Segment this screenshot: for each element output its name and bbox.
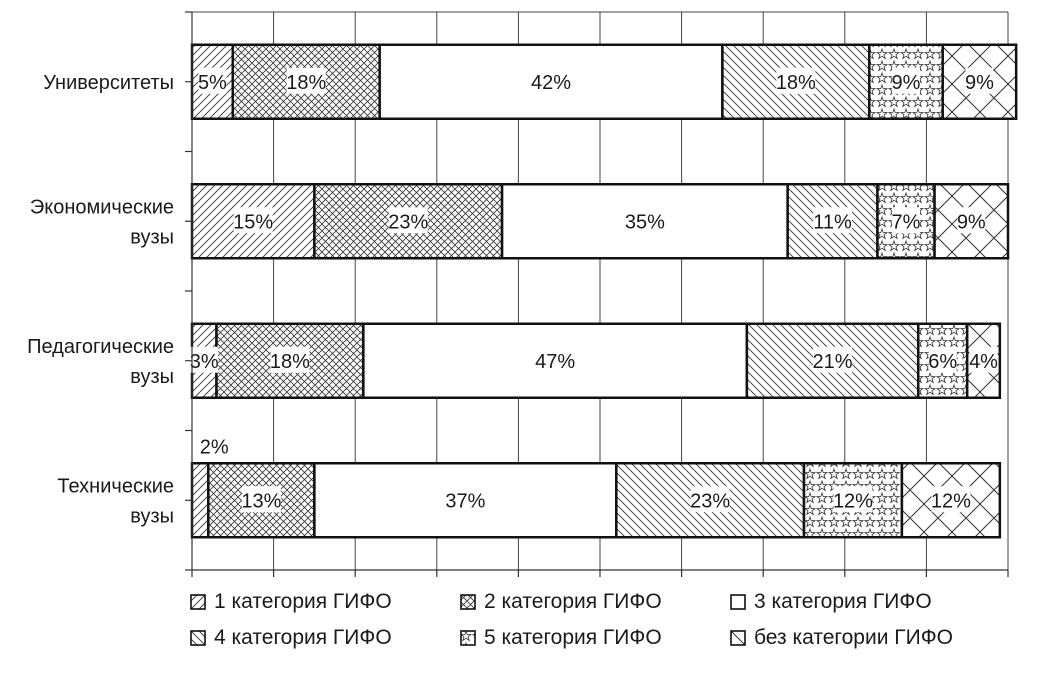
data-label: 11% <box>813 211 852 233</box>
data-label-bg <box>965 67 994 94</box>
data-label: 9% <box>965 72 994 94</box>
data-label-bg <box>270 346 310 373</box>
y-category-label: Экономические <box>30 196 174 218</box>
data-label: 5% <box>198 72 227 94</box>
bar-segment <box>362 322 749 399</box>
data-label-bg <box>190 346 219 373</box>
data-label: 23% <box>690 490 730 512</box>
data-label-bg <box>690 486 730 513</box>
data-label-bg <box>928 346 957 373</box>
data-label-bg <box>892 207 920 234</box>
data-label: 2% <box>200 436 229 458</box>
legend-swatch-icon <box>730 630 746 646</box>
legend-label: 4 категория ГИФО <box>214 626 392 649</box>
data-label: 18% <box>270 351 310 373</box>
y-category-label: вузы <box>130 505 174 527</box>
legend-swatch-icon <box>460 630 476 646</box>
data-label-bg <box>892 67 920 94</box>
bar-segment <box>190 462 210 539</box>
y-category-label: вузы <box>130 226 174 248</box>
y-category-label: Университеты <box>43 72 174 94</box>
legend-label: 2 категория ГИФО <box>484 590 662 613</box>
data-label: 12% <box>833 490 873 512</box>
legend-label: 3 категория ГИФО <box>754 590 932 613</box>
data-label-bg <box>957 207 986 234</box>
data-label: 3% <box>190 351 219 373</box>
data-label-bg <box>969 346 998 373</box>
legend-swatch-icon <box>460 594 476 610</box>
data-label-bg <box>198 67 227 94</box>
data-label-bg <box>931 486 971 513</box>
data-label: 35% <box>625 211 665 233</box>
y-category-label: вузы <box>130 366 174 388</box>
data-label-bg <box>833 486 873 513</box>
bar-segment <box>900 462 1002 539</box>
bar-segment <box>500 183 789 260</box>
data-label: 37% <box>445 490 485 512</box>
data-label: 9% <box>892 72 921 94</box>
y-category-label: Педагогические <box>27 336 174 358</box>
data-label-bg <box>241 486 281 513</box>
legend-item: 3 категория ГИФО <box>730 590 932 614</box>
legend-swatch-icon <box>190 630 206 646</box>
data-label-bg <box>776 67 816 94</box>
data-label: 13% <box>241 490 281 512</box>
legend-item: 2 категория ГИФО <box>460 590 662 614</box>
data-label: 42% <box>531 72 571 94</box>
legend-item: 1 категория ГИФО <box>190 590 392 614</box>
legend-item: 5 категория ГИФО <box>460 626 662 650</box>
data-label-bg <box>233 207 273 234</box>
data-label: 4% <box>969 351 998 373</box>
data-label-bg <box>813 207 853 234</box>
data-label-bg <box>813 346 853 373</box>
stacked-bar-chart: 5% 18% 42% 18% 9% 9% 15% 23% 35% 11% 7% 9% 3% 18% 47% 2… <box>27 11 1018 577</box>
legend-swatch-icon <box>730 594 746 610</box>
data-label: 6% <box>928 351 957 373</box>
chart-legend: 1 категория ГИФО 2 категория ГИФО 3 катего… <box>190 590 1030 662</box>
legend-item: без категории ГИФО <box>730 626 953 650</box>
data-label: 23% <box>388 211 428 233</box>
data-label: 9% <box>957 211 986 233</box>
bar-segment <box>876 183 936 260</box>
data-label: 47% <box>535 351 575 373</box>
y-category-label: Технические <box>57 475 174 497</box>
data-label-bg <box>286 67 326 94</box>
legend-swatch-icon <box>190 594 206 610</box>
legend-row: 4 категория ГИФО 5 категория ГИФО без кате… <box>190 626 1030 662</box>
data-label-bg <box>388 207 428 234</box>
data-label: 18% <box>776 72 816 94</box>
bar-segment <box>190 183 316 260</box>
bar-segment <box>313 462 618 539</box>
legend-item: 4 категория ГИФО <box>190 626 392 650</box>
legend-label: 1 категория ГИФО <box>214 590 392 613</box>
data-label: 18% <box>286 72 326 94</box>
data-label: 21% <box>813 351 853 373</box>
data-label: 15% <box>233 211 273 233</box>
legend-row: 1 категория ГИФО 2 категория ГИФО 3 катего… <box>190 590 1030 626</box>
legend-label: 5 категория ГИФО <box>484 626 662 649</box>
legend-label: без категории ГИФО <box>754 626 954 649</box>
data-label: 7% <box>892 211 921 233</box>
data-label: 12% <box>931 490 971 512</box>
bar-segment <box>941 43 1018 120</box>
